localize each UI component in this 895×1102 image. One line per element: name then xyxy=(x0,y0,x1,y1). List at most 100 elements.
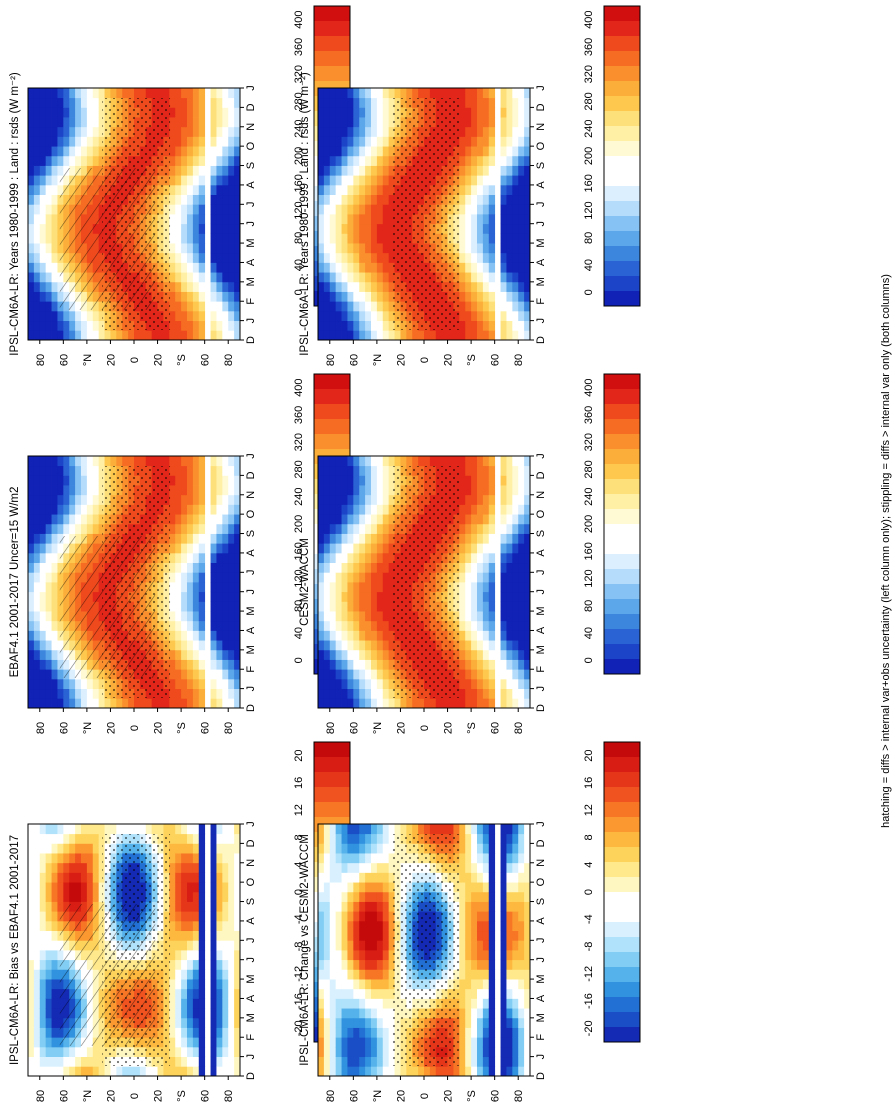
lat-tick-label: 0 xyxy=(129,1093,141,1099)
heat-cell xyxy=(500,649,507,660)
heat-cell xyxy=(524,97,531,108)
heat-cell xyxy=(482,97,490,108)
heat-cell xyxy=(81,1046,88,1058)
heat-cell xyxy=(359,465,366,476)
heat-cell xyxy=(318,88,325,99)
heat-cell xyxy=(216,669,223,680)
heat-cell xyxy=(341,281,348,292)
heat-cell xyxy=(198,330,206,341)
heat-cell xyxy=(192,136,200,147)
heat-cell xyxy=(216,872,223,883)
heat-cell xyxy=(33,252,41,263)
heat-cell xyxy=(181,1008,188,1019)
heat-cell xyxy=(228,1066,235,1077)
heat-cell xyxy=(45,601,52,612)
heat-cell xyxy=(359,562,366,573)
heat-cell xyxy=(228,1056,235,1067)
heat-cell xyxy=(376,233,384,244)
heat-cell xyxy=(228,523,235,534)
heat-cell xyxy=(216,107,223,118)
heat-cell xyxy=(33,184,41,196)
heat-cell xyxy=(110,1066,117,1077)
colorbar-swatch xyxy=(314,772,350,788)
lat-tick-label: 60 xyxy=(490,722,502,734)
heat-cell xyxy=(465,291,472,302)
month-tick-label: A xyxy=(245,917,257,925)
lat-tick-label: 0 xyxy=(129,725,141,731)
heat-cell xyxy=(341,330,348,341)
heat-cell xyxy=(323,678,331,690)
heat-cell xyxy=(359,475,366,486)
heat-cell xyxy=(488,155,496,166)
heat-cell xyxy=(63,523,70,534)
heat-cell xyxy=(323,649,331,660)
heat-cell xyxy=(365,465,372,476)
heat-cell xyxy=(192,562,200,573)
heat-cell xyxy=(192,572,200,583)
heat-cell xyxy=(222,126,229,137)
heat-cell xyxy=(187,562,194,573)
heat-cell xyxy=(353,88,360,99)
heat-cell xyxy=(192,465,200,476)
heat-cell xyxy=(187,310,194,322)
heat-cell xyxy=(28,320,35,331)
heat-cell xyxy=(228,601,235,612)
heat-cell xyxy=(335,456,342,467)
heat-cell xyxy=(210,1027,217,1038)
heat-cell xyxy=(98,330,105,341)
heat-cell xyxy=(45,301,52,312)
heat-cell xyxy=(75,320,82,331)
heat-cell xyxy=(234,669,241,680)
heat-cell xyxy=(506,281,513,292)
heat-cell xyxy=(33,243,41,254)
heat-cell xyxy=(335,117,342,128)
heat-cell xyxy=(400,698,407,709)
heat-cell xyxy=(518,310,525,322)
heat-cell xyxy=(175,543,182,554)
heat-cell xyxy=(192,1046,200,1058)
heat-cell xyxy=(28,698,35,709)
heat-cell xyxy=(323,669,331,680)
heat-cell xyxy=(335,494,342,505)
heat-cell xyxy=(181,950,188,961)
heat-cell xyxy=(175,223,182,234)
heat-cell xyxy=(181,97,188,108)
heat-cell xyxy=(453,456,460,467)
heat-cell xyxy=(524,107,531,118)
colorbar-swatch xyxy=(604,539,640,555)
heat-cell xyxy=(234,330,241,341)
lat-tick-label: 0 xyxy=(419,725,431,731)
heat-cell xyxy=(198,1008,206,1019)
heat-cell xyxy=(98,853,105,864)
heat-cell xyxy=(482,688,490,699)
colorbar-swatch xyxy=(604,156,640,172)
heat-cell xyxy=(376,698,384,709)
heat-cell xyxy=(222,688,229,699)
heat-cell xyxy=(234,184,241,196)
heat-cell xyxy=(33,920,41,932)
heat-cell xyxy=(228,824,235,835)
heat-cell xyxy=(459,475,466,486)
heat-cell xyxy=(51,330,58,341)
heat-cell xyxy=(33,620,41,631)
heat-cell xyxy=(210,843,217,854)
heat-cell xyxy=(175,184,182,196)
heat-cell xyxy=(482,155,490,166)
heat-cell xyxy=(33,562,41,573)
heat-cell xyxy=(459,601,466,612)
heat-cell xyxy=(524,165,531,176)
colorbar-label: 280 xyxy=(293,460,305,478)
heat-cell xyxy=(376,175,384,186)
heat-cell xyxy=(192,543,200,554)
heat-cell xyxy=(192,833,200,844)
heat-cell xyxy=(506,620,513,631)
heat-cell xyxy=(371,543,378,554)
heat-cell xyxy=(353,243,360,254)
heat-cell xyxy=(228,184,235,196)
heat-cell xyxy=(488,649,496,660)
heat-cell xyxy=(51,988,58,999)
heat-cell xyxy=(471,601,478,612)
heat-cell xyxy=(192,281,200,292)
heat-cell xyxy=(104,824,111,835)
heat-cell xyxy=(382,688,390,699)
